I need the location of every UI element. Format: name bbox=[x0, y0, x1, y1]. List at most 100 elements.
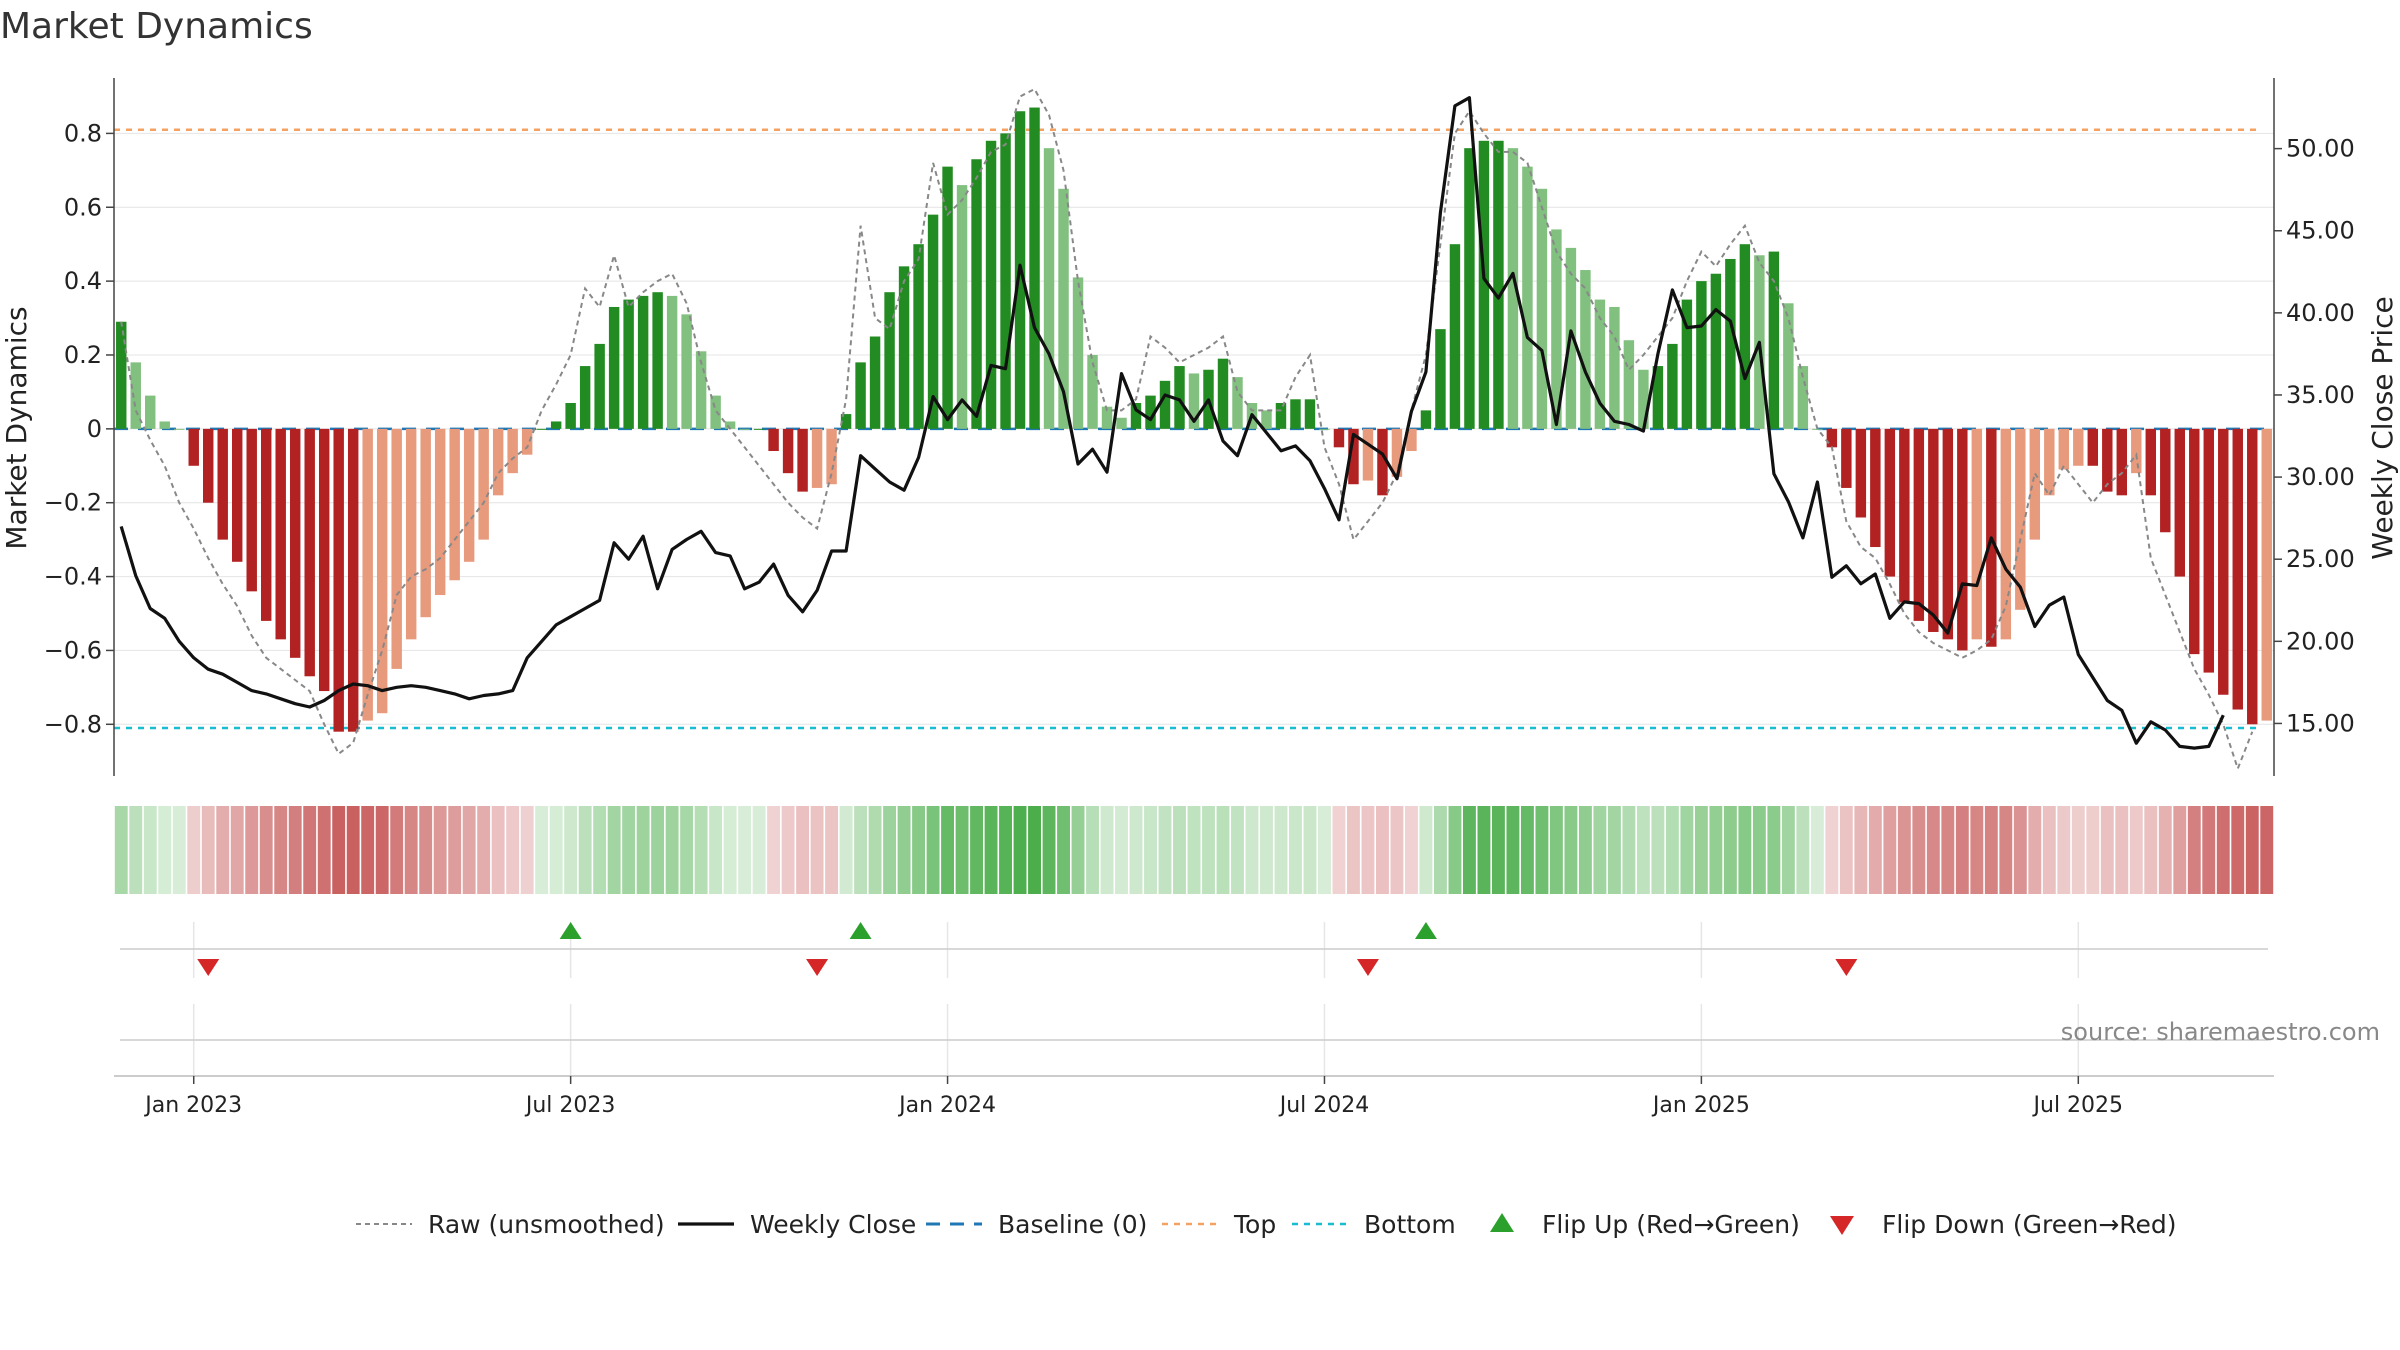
heat-cell bbox=[317, 806, 331, 894]
legend-item-bottom: Bottom bbox=[1292, 1210, 1456, 1239]
dynamics-bar bbox=[1275, 402, 1287, 429]
dynamics-bar bbox=[1188, 373, 1200, 429]
heat-cell bbox=[1622, 806, 1636, 894]
heat-cell bbox=[883, 806, 897, 894]
dynamics-bar bbox=[768, 428, 779, 452]
heat-cell bbox=[1260, 806, 1273, 894]
heat-cell bbox=[1028, 806, 1041, 894]
right-tick-label: 50.00 bbox=[2286, 135, 2355, 163]
dynamics-bar bbox=[695, 351, 707, 429]
heat-cell bbox=[1810, 806, 1824, 894]
dynamics-bar bbox=[1478, 140, 1490, 429]
heat-cell bbox=[2100, 806, 2114, 894]
dynamics-bar bbox=[1942, 428, 1954, 640]
right-axis-ticks: 50.00 45.00 40.00 35.00 30.00 25.00 20.00 15.00 bbox=[2274, 135, 2355, 737]
dynamics-bar bbox=[1304, 399, 1316, 429]
heat-cell bbox=[752, 806, 766, 894]
dynamics-bar bbox=[463, 428, 475, 562]
right-tick-label: 15.00 bbox=[2286, 709, 2355, 737]
dynamics-bar bbox=[2247, 428, 2258, 725]
heat-cell bbox=[274, 806, 288, 894]
heat-cell bbox=[1897, 806, 1911, 894]
heat-cell bbox=[694, 806, 708, 894]
dynamics-bar bbox=[2044, 428, 2055, 496]
legend: Raw (unsmoothed) Weekly Close Baseline (0)… bbox=[356, 1210, 2177, 1239]
heat-cell bbox=[303, 806, 317, 894]
dynamics-bar bbox=[637, 295, 649, 429]
dynamics-bar bbox=[246, 428, 257, 592]
right-tick-label: 25.00 bbox=[2286, 545, 2355, 573]
heat-cell bbox=[1883, 806, 1897, 894]
heat-cell bbox=[1636, 806, 1650, 894]
dynamics-bar bbox=[1072, 277, 1084, 429]
dynamics-bar bbox=[1884, 428, 1896, 577]
dynamics-bar bbox=[1000, 133, 1011, 429]
heat-cell bbox=[1086, 806, 1099, 894]
left-tick-label: −0.8 bbox=[44, 710, 102, 738]
heat-cell bbox=[1912, 806, 1926, 894]
heat-cell bbox=[1709, 806, 1723, 894]
dynamics-bar bbox=[2029, 428, 2041, 540]
heat-cell bbox=[361, 806, 375, 894]
heat-cell bbox=[593, 806, 607, 894]
flip-markers-panel bbox=[120, 922, 2268, 978]
heat-cell bbox=[1781, 806, 1795, 894]
heat-cell bbox=[868, 806, 882, 894]
heat-cell bbox=[781, 806, 795, 894]
heat-cell bbox=[970, 806, 983, 894]
dynamics-bar bbox=[1493, 140, 1504, 429]
dynamics-bar bbox=[2174, 428, 2185, 577]
dynamics-bar bbox=[2218, 428, 2229, 695]
dynamics-bar bbox=[405, 428, 417, 640]
series-lines bbox=[119, 87, 2254, 772]
heat-cell bbox=[1680, 806, 1694, 894]
heat-strip bbox=[114, 806, 2274, 894]
heat-cell bbox=[2028, 806, 2042, 894]
heat-cell bbox=[796, 806, 810, 894]
heat-cell bbox=[1506, 806, 1520, 894]
dynamics-bar bbox=[318, 428, 330, 692]
heat-cell bbox=[1274, 806, 1288, 894]
heat-cell bbox=[1231, 806, 1244, 894]
dynamics-bar bbox=[1319, 428, 1330, 430]
dynamics-bar bbox=[2189, 428, 2200, 655]
heat-cell bbox=[1129, 806, 1143, 894]
dynamics-bar bbox=[260, 428, 272, 621]
dynamics-bar bbox=[565, 402, 576, 429]
heat-cell bbox=[245, 806, 259, 894]
heat-cell bbox=[1593, 806, 1607, 894]
heat-cell bbox=[839, 806, 853, 894]
dynamics-bar bbox=[232, 428, 243, 562]
heat-cell bbox=[187, 806, 201, 894]
heat-cell bbox=[1796, 806, 1810, 894]
dynamics-bar bbox=[2102, 428, 2113, 492]
right-tick-label: 20.00 bbox=[2286, 627, 2355, 655]
dynamics-bar bbox=[1130, 402, 1142, 429]
dynamics-bar bbox=[1058, 188, 1069, 429]
heat-cell bbox=[1361, 806, 1375, 894]
flip-down-marker bbox=[197, 959, 220, 976]
heat-cell bbox=[1071, 806, 1085, 894]
right-tick-label: 30.00 bbox=[2286, 463, 2355, 491]
heat-cell bbox=[1158, 806, 1172, 894]
heat-cell bbox=[1839, 806, 1853, 894]
heat-cell bbox=[767, 806, 781, 894]
dynamics-bar bbox=[1551, 229, 1562, 429]
dynamics-bar bbox=[652, 292, 663, 429]
heat-cell bbox=[114, 806, 128, 894]
dynamics-bar bbox=[550, 421, 562, 429]
heat-cell bbox=[723, 806, 737, 894]
legend-label: Flip Up (Red→Green) bbox=[1542, 1210, 1800, 1239]
heat-cell bbox=[419, 806, 433, 894]
dynamics-bar bbox=[434, 428, 446, 596]
heat-cell bbox=[2086, 806, 2100, 894]
weekly-close-line bbox=[119, 96, 2225, 750]
dynamics-bar bbox=[1609, 306, 1620, 429]
heat-cell bbox=[1651, 806, 1665, 894]
dynamics-bar bbox=[1667, 343, 1678, 429]
dynamics-bar bbox=[753, 428, 765, 430]
heat-cell bbox=[491, 806, 505, 894]
dynamics-bar bbox=[884, 292, 895, 429]
heat-cell bbox=[2216, 806, 2230, 894]
heat-cell bbox=[462, 806, 476, 894]
